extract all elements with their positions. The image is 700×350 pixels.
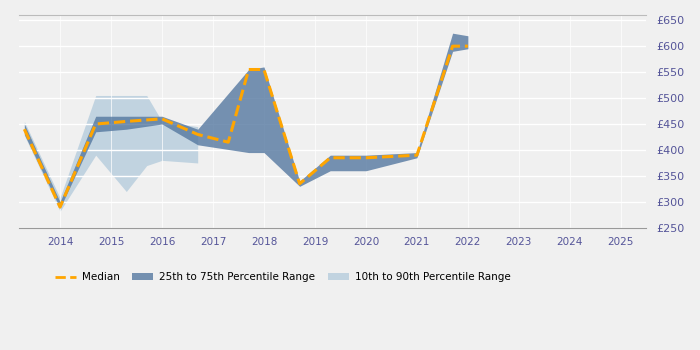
Legend: Median, 25th to 75th Percentile Range, 10th to 90th Percentile Range: Median, 25th to 75th Percentile Range, 1… (50, 268, 514, 287)
